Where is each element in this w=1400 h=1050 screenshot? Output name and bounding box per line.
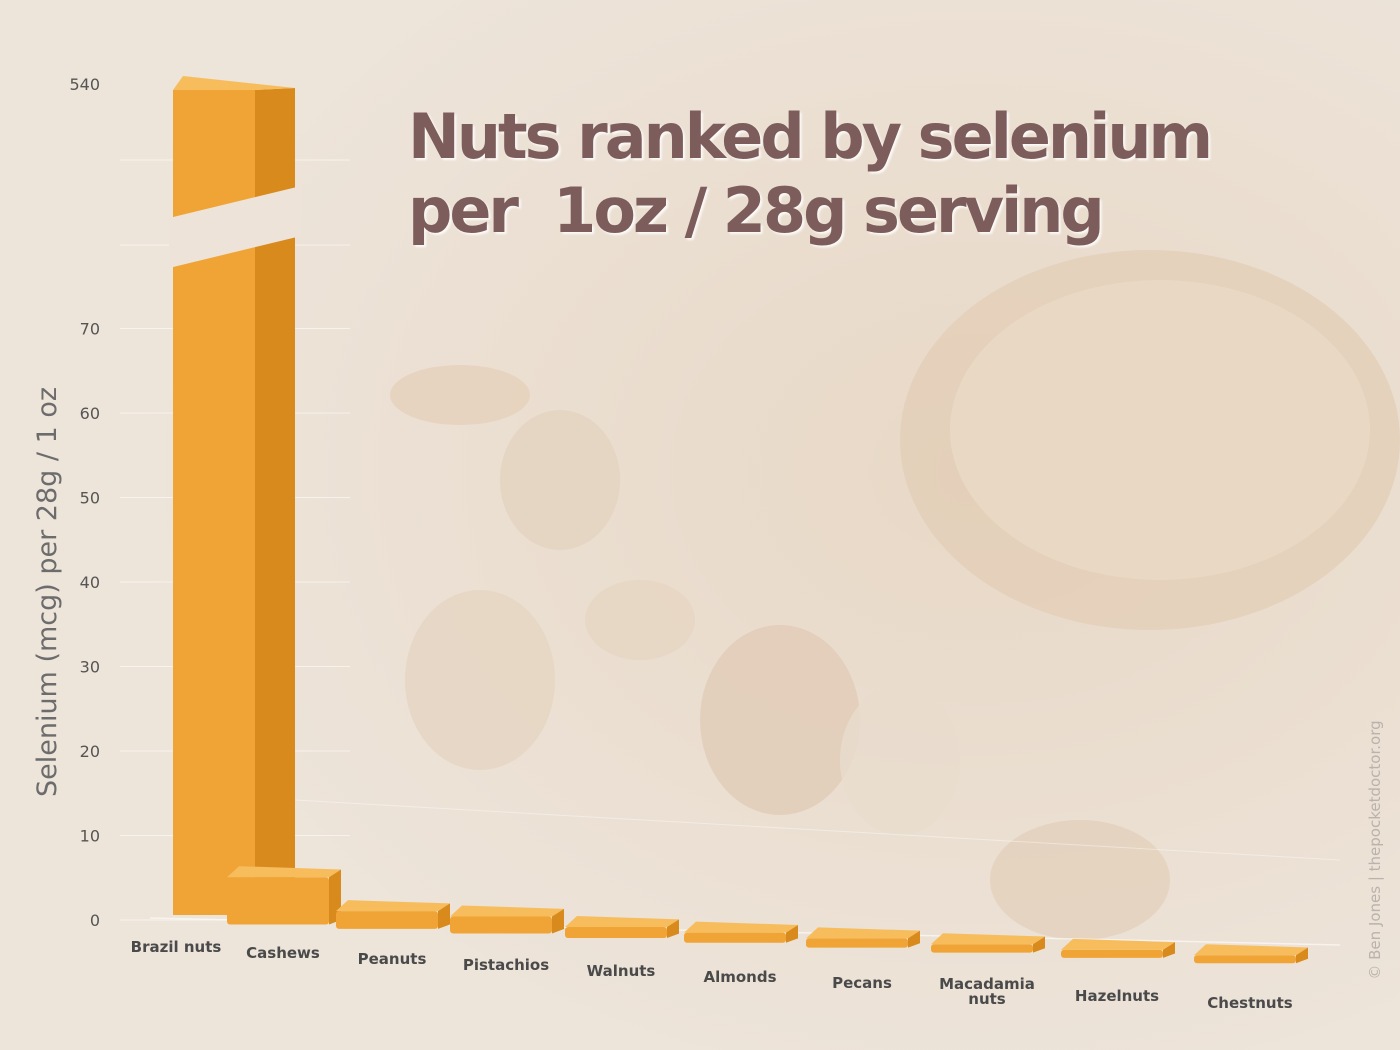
bar-top [565,916,679,928]
bar-side [1296,947,1308,964]
y-tick-label: 60 [80,404,100,423]
bar-side [908,930,920,948]
x-tick-label-line: nuts [968,990,1006,1008]
x-tick-label: Pecans [832,974,892,992]
y-tick-label: 30 [80,658,100,677]
y-tick-label: 70 [80,320,100,339]
bar-side [786,924,798,943]
x-tick-label: Brazil nuts [131,938,222,956]
x-tick-label-line: Macadamia [939,975,1035,993]
bar-brazil-nuts [169,76,301,919]
x-tick-label: Macadamia nuts [939,975,1035,1008]
bar-chestnuts [1194,944,1308,964]
y-tick-label: 540 [69,75,100,94]
bar-top [931,933,1045,945]
bar-side [438,903,450,929]
bar-front [1194,955,1296,964]
bar-hazelnuts [1061,938,1175,958]
bar-peanuts [336,900,450,929]
bar-front [450,916,552,934]
y-tick-label: 0 [90,911,100,930]
bar-side [667,919,679,939]
x-tick-label: Walnuts [587,962,656,980]
bar-side [255,88,295,919]
bar-macadamia-nuts [931,933,1045,953]
x-tick-label: Pistachios [463,956,549,974]
y-tick-label: 20 [80,742,100,761]
bar-cashews [227,866,341,925]
bar-top [173,76,295,90]
bar-top [1194,944,1308,956]
bar-top [450,905,564,917]
chart-title-line-2: per 1oz / 28g serving [408,174,1105,247]
x-tick-label: Hazelnuts [1075,987,1159,1005]
x-tick-label: Chestnuts [1207,994,1292,1012]
y-tick-label: 10 [80,827,100,846]
y-tick-label: 50 [80,489,100,508]
bar-top [806,927,920,939]
gridline [294,799,1341,861]
chart-title: Nuts ranked by selenium per 1oz / 28g se… [408,100,1213,248]
y-axis-label: Selenium (mcg) per 28g / 1 oz [32,386,63,798]
bar-side [1033,936,1045,953]
x-tick-label: Almonds [703,968,776,986]
axis-break [169,186,301,268]
bar-pistachios [450,905,564,934]
bar-front [931,944,1033,953]
bar-front [336,911,438,929]
x-tick-label: Peanuts [358,950,427,968]
bar-top [1061,938,1175,950]
bar-side [1163,942,1175,958]
bar-front [806,938,908,948]
bar-front [227,877,329,925]
bar-top [227,866,341,878]
watermark: © Ben Jones | thepocketdoctor.org [1366,720,1384,980]
bar-top [336,900,450,912]
bar-front [684,932,786,943]
bar-almonds [684,921,798,943]
bar-walnuts [565,916,679,939]
y-tick-label: 40 [80,573,100,592]
bar-pecans [806,927,920,948]
bar-front [565,927,667,939]
bar-side [552,908,564,934]
bar-top [684,921,798,933]
x-tick-label: Cashews [246,944,320,962]
bar-front [1061,949,1163,958]
chart-title-line-1: Nuts ranked by selenium [408,100,1213,173]
